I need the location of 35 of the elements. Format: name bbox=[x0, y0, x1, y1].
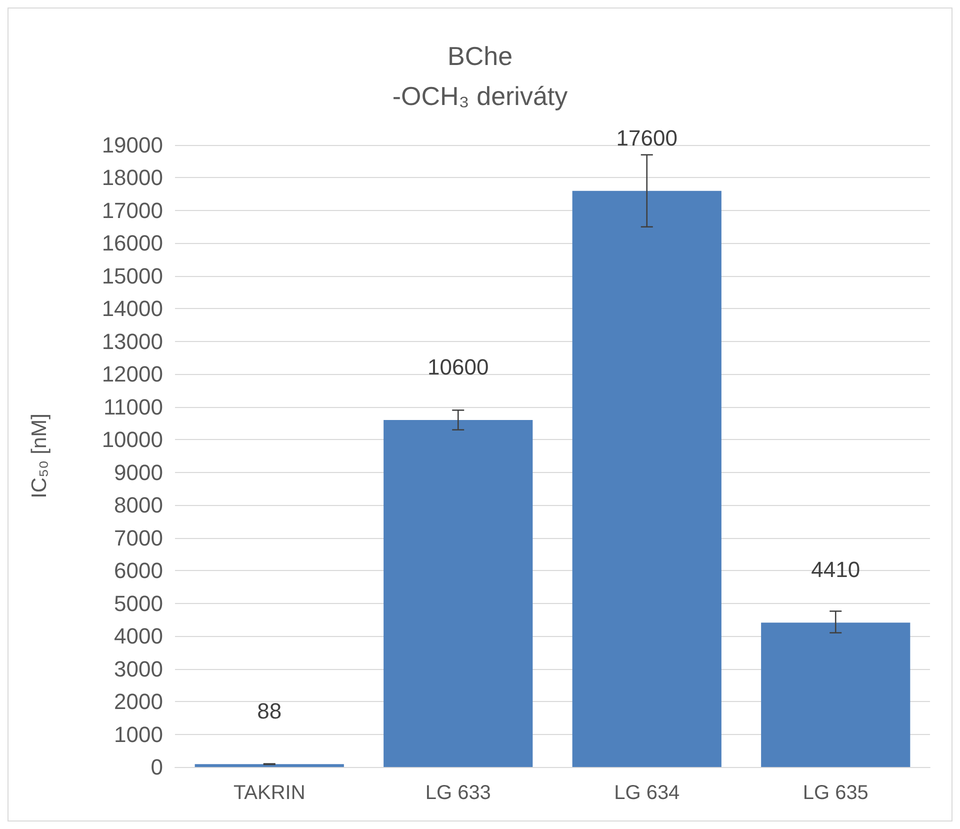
bar bbox=[384, 420, 533, 767]
y-tick-label: 13000 bbox=[102, 328, 163, 354]
y-tick-label: 6000 bbox=[114, 558, 163, 584]
y-tick-label: 5000 bbox=[114, 590, 163, 616]
data-label: 88 bbox=[257, 698, 282, 724]
y-tick-label: 4000 bbox=[114, 624, 163, 649]
y-tick-label: 15000 bbox=[102, 263, 163, 288]
x-tick-label: LG 634 bbox=[614, 782, 680, 804]
y-tick-label: 19000 bbox=[102, 132, 163, 158]
y-tick-label: 18000 bbox=[102, 165, 163, 190]
chart-subtitle: -OCH₃ deriváty bbox=[392, 81, 568, 111]
bar bbox=[761, 622, 910, 767]
y-tick-label: 0 bbox=[150, 754, 163, 780]
y-tick-label: 12000 bbox=[102, 362, 163, 387]
y-tick-label: 10000 bbox=[102, 427, 163, 452]
x-tick-label: TAKRIN bbox=[233, 782, 306, 804]
y-tick-label: 1000 bbox=[114, 722, 163, 747]
bar bbox=[194, 764, 344, 767]
y-tick-label: 11000 bbox=[103, 394, 163, 420]
y-tick-label: 2000 bbox=[114, 689, 163, 714]
y-tick-label: 3000 bbox=[114, 656, 163, 682]
y-tick-label: 16000 bbox=[102, 230, 163, 256]
data-label: 4410 bbox=[811, 557, 860, 582]
data-label: 17600 bbox=[616, 125, 678, 150]
y-tick-label: 14000 bbox=[102, 296, 163, 322]
y-tick-label: 17000 bbox=[102, 198, 163, 223]
x-tick-label: LG 633 bbox=[425, 782, 491, 804]
y-tick-label: 7000 bbox=[114, 525, 163, 550]
data-label: 10600 bbox=[428, 354, 489, 380]
y-tick-label: 8000 bbox=[114, 492, 163, 518]
chart-title: BChe bbox=[447, 41, 513, 71]
y-axis-title: IC₅₀ [nM] bbox=[28, 414, 51, 498]
bar bbox=[572, 190, 722, 767]
y-tick-label: 9000 bbox=[114, 460, 163, 485]
x-tick-label: LG 635 bbox=[802, 782, 868, 804]
